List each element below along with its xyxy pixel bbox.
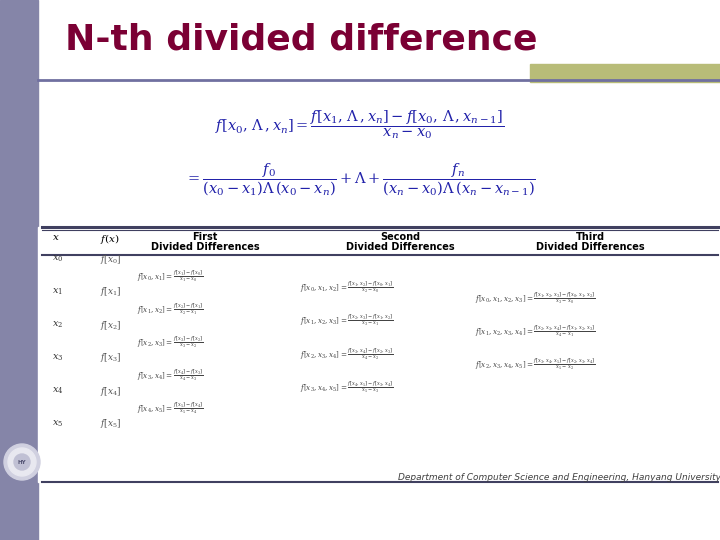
Text: Divided Differences: Divided Differences	[536, 242, 644, 252]
Text: Divided Differences: Divided Differences	[150, 242, 259, 252]
Text: $f[x_0,\,\Lambda\,,x_n]=\dfrac{f[x_1,\,\Lambda\,,x_n]-f[x_0,\,\Lambda\,,x_{n-1}]: $f[x_0,\,\Lambda\,,x_n]=\dfrac{f[x_1,\,\…	[215, 109, 505, 141]
Circle shape	[4, 444, 40, 480]
Text: N-th divided difference: N-th divided difference	[65, 23, 538, 57]
Text: $f[x_1,x_2]=\frac{f[x_2]-f[x_1]}{x_2-x_1}$: $f[x_1,x_2]=\frac{f[x_2]-f[x_1]}{x_2-x_1…	[137, 301, 204, 317]
Text: $f[x_2]$: $f[x_2]$	[100, 319, 122, 332]
Text: $x$: $x$	[52, 232, 60, 242]
Bar	[530, 64, 720, 82]
Text: $f[x_4]$: $f[x_4]$	[100, 384, 122, 397]
Text: $f[x_0,x_1]=\frac{f[x_1]-f[x_0]}{x_1-x_0}$: $f[x_0,x_1]=\frac{f[x_1]-f[x_0]}{x_1-x_0…	[137, 268, 204, 284]
Text: $x_2$: $x_2$	[52, 320, 63, 330]
Text: $f[x_2,x_3,x_4,x_5]=\frac{f[x_3,x_4,x_5]-f[x_2,x_3,x_4]}{x_5-x_2}$: $f[x_2,x_3,x_4,x_5]=\frac{f[x_3,x_4,x_5]…	[475, 356, 595, 372]
Text: Second: Second	[380, 232, 420, 242]
Text: $=\dfrac{f_0}{(x_0-x_1)\Lambda\,(x_0-x_n)}+\Lambda+\dfrac{f_n}{(x_n-x_0)\Lambda\: $=\dfrac{f_0}{(x_0-x_1)\Lambda\,(x_0-x_n…	[184, 162, 536, 198]
Circle shape	[14, 454, 30, 470]
Circle shape	[8, 448, 36, 476]
Text: First: First	[192, 232, 217, 242]
Text: $x_5$: $x_5$	[52, 418, 63, 429]
Text: $f[x_1,x_2,x_3]=\frac{f[x_2,x_3]-f[x_1,x_2]}{x_3-x_1}$: $f[x_1,x_2,x_3]=\frac{f[x_2,x_3]-f[x_1,x…	[300, 312, 394, 328]
Text: $x_3$: $x_3$	[52, 353, 63, 363]
Text: $f[x_3,x_4,x_5]=\frac{f[x_4,x_5]-f[x_3,x_4]}{x_5-x_3}$: $f[x_3,x_4,x_5]=\frac{f[x_4,x_5]-f[x_3,x…	[300, 379, 394, 395]
Text: $f[x_0,x_1,x_2,x_3]=\frac{f[x_1,x_2,x_3]-f[x_0,x_1,x_2]}{x_3-x_0}$: $f[x_0,x_1,x_2,x_3]=\frac{f[x_1,x_2,x_3]…	[475, 291, 595, 306]
Text: $f[x_5]$: $f[x_5]$	[100, 417, 122, 430]
Text: $f[x_2,x_3]=\frac{f[x_3]-f[x_2]}{x_3-x_2}$: $f[x_2,x_3]=\frac{f[x_3]-f[x_2]}{x_3-x_2…	[137, 334, 204, 350]
Text: $f[x_3]$: $f[x_3]$	[100, 352, 122, 365]
Text: $f[x_1]$: $f[x_1]$	[100, 286, 122, 299]
Text: $f[x_0,x_1,x_2]=\frac{f[x_1,x_2]-f[x_0,x_1]}{x_2-x_0}$: $f[x_0,x_1,x_2]=\frac{f[x_1,x_2]-f[x_0,x…	[300, 279, 394, 295]
Text: $x_4$: $x_4$	[52, 386, 63, 396]
Text: $f[x_4,x_5]=\frac{f[x_5]-f[x_4]}{x_5-x_4}$: $f[x_4,x_5]=\frac{f[x_5]-f[x_4]}{x_5-x_4…	[137, 400, 204, 416]
Text: $f(x)$: $f(x)$	[100, 232, 120, 246]
Bar	[38, 227, 720, 482]
Text: Third: Third	[575, 232, 605, 242]
Text: $f[x_3,x_4]=\frac{f[x_4]-f[x_3]}{x_4-x_3}$: $f[x_3,x_4]=\frac{f[x_4]-f[x_3]}{x_4-x_3…	[137, 367, 204, 383]
Text: $f[x_2,x_3,x_4]=\frac{f[x_3,x_4]-f[x_2,x_3]}{x_4-x_2}$: $f[x_2,x_3,x_4]=\frac{f[x_3,x_4]-f[x_2,x…	[300, 346, 394, 362]
Text: Department of Computer Science and Engineering, Hanyang University: Department of Computer Science and Engin…	[398, 474, 720, 483]
Text: $f[x_1,x_2,x_3,x_4]=\frac{f[x_2,x_3,x_4]-f[x_1,x_2,x_3]}{x_4-x_1}$: $f[x_1,x_2,x_3,x_4]=\frac{f[x_2,x_3,x_4]…	[475, 323, 595, 339]
Text: HY: HY	[18, 460, 27, 464]
Text: $x_1$: $x_1$	[52, 287, 63, 297]
Text: $f[x_0]$: $f[x_0]$	[100, 253, 122, 266]
Bar	[0, 0, 38, 540]
Text: $x_0$: $x_0$	[52, 254, 63, 264]
Text: Divided Differences: Divided Differences	[346, 242, 454, 252]
